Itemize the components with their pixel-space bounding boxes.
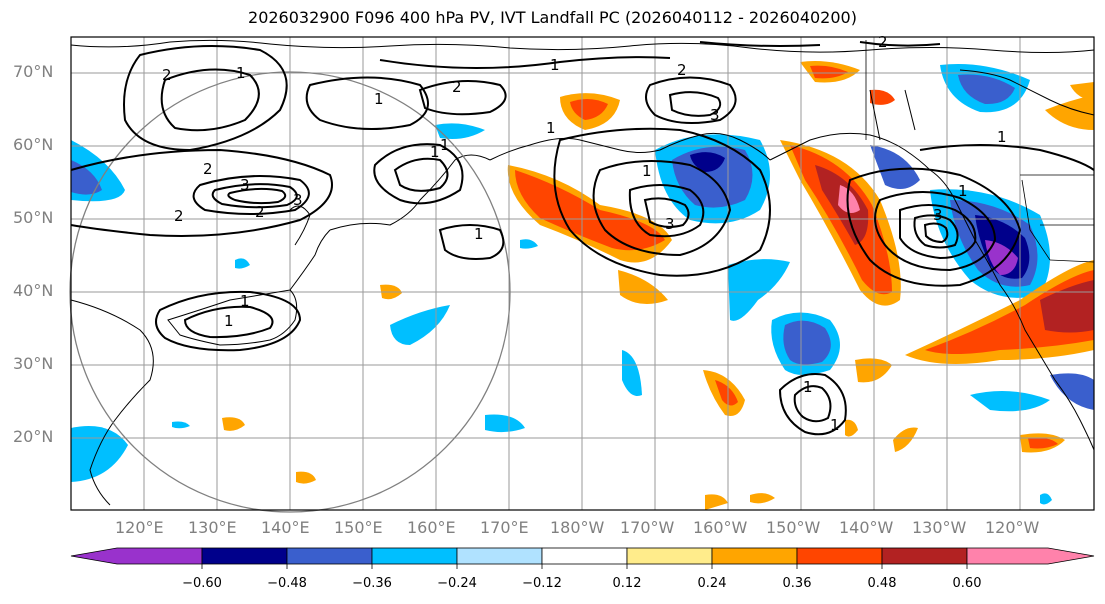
colorbar-tick-label: 0.60: [952, 576, 982, 591]
coastlines: [70, 39, 1095, 506]
contour-label: 1: [830, 416, 840, 434]
lon-tick-label: 180°W: [550, 518, 605, 537]
colorbar-tick-label: 0.48: [867, 576, 897, 591]
contour-label: 2: [452, 78, 462, 96]
borders: [865, 40, 1095, 263]
contour-label: 3: [240, 176, 250, 194]
contour-label: 1: [440, 136, 450, 154]
lat-tick-label: 60°N: [13, 135, 54, 154]
colorbar-segment: [70, 547, 203, 565]
contour-label: 3: [933, 206, 943, 224]
lon-tick-label: 120°W: [985, 518, 1040, 537]
contour-label: 1: [550, 56, 560, 74]
colorbar-tick-label: −0.36: [352, 576, 392, 591]
contour-label: 1: [374, 90, 384, 108]
lon-tick-label: 120°E: [115, 518, 164, 537]
pv-contours: [70, 41, 1095, 436]
colorbar-tick-label: 0.24: [697, 576, 727, 591]
contour-label: 2: [255, 203, 265, 221]
colorbar-tick-label: −0.48: [267, 576, 307, 591]
contour-labels: 2 1 2 1 2 2 1 2 1 3 3 2 2 1 1 1 1 1 3 3 …: [162, 33, 1007, 434]
lon-tick-label: 170°W: [620, 518, 675, 537]
lat-tick-label: 30°N: [13, 354, 54, 373]
lat-tick-label: 20°N: [13, 427, 54, 446]
lon-tick-label: 160°W: [693, 518, 748, 537]
lat-tick-label: 50°N: [13, 208, 54, 227]
contour-label: 2: [203, 160, 213, 178]
contour-label: 1: [224, 312, 234, 330]
contour-label: 2: [174, 207, 184, 225]
contour-label: 1: [240, 292, 250, 310]
map-frame: [70, 36, 1095, 511]
lat-tick-label: 40°N: [13, 281, 54, 300]
lon-tick-label: 130°W: [912, 518, 967, 537]
lon-tick-label: 170°E: [480, 518, 529, 537]
contour-label: 2: [162, 66, 172, 84]
colorbar-segment: [371, 547, 458, 565]
contour-label: 2: [878, 33, 888, 51]
lon-tick-label: 140°W: [839, 518, 894, 537]
colorbar-segment: [456, 547, 543, 565]
contour-label: 2: [677, 61, 687, 79]
lon-tick-label: 160°E: [407, 518, 456, 537]
colorbar-tick-label: −0.60: [182, 576, 222, 591]
colorbar-segment: [286, 547, 373, 565]
lon-tick-label: 150°E: [334, 518, 383, 537]
colorbar-tick-label: −0.24: [437, 576, 477, 591]
colorbar: [70, 547, 1095, 569]
colorbar-tick-label: 0.12: [612, 576, 642, 591]
colorbar-segment: [711, 547, 798, 565]
contour-label: 1: [997, 128, 1007, 146]
colorbar-segment: [201, 547, 288, 565]
lat-tick-label: 70°N: [13, 62, 54, 81]
contour-label: 3: [293, 191, 303, 209]
contour-label: 1: [642, 162, 652, 180]
contour-label: 1: [474, 225, 484, 243]
contour-label: 1: [958, 182, 968, 200]
lon-tick-label: 150°W: [766, 518, 821, 537]
contour-label: 1: [236, 64, 246, 82]
colorbar-segment: [796, 547, 883, 565]
colorbar-segment: [541, 547, 628, 565]
lon-tick-label: 140°E: [261, 518, 310, 537]
contour-label: 3: [665, 215, 675, 233]
colorbar-segment: [626, 547, 713, 565]
colorbar-segment: [881, 547, 968, 565]
landfall-region-circle: [69, 71, 511, 513]
colorbar-tick-label: −0.12: [522, 576, 562, 591]
contour-label: 3: [710, 106, 720, 124]
colorbar-segment: [966, 547, 1095, 565]
map-title: 2026032900 F096 400 hPa PV, IVT Landfall…: [248, 8, 857, 27]
contour-label: 1: [430, 143, 440, 161]
colorbar-tick-label: 0.36: [782, 576, 812, 591]
contour-label: 1: [546, 119, 556, 137]
contour-label: 1: [803, 378, 813, 396]
lon-tick-label: 130°E: [188, 518, 237, 537]
